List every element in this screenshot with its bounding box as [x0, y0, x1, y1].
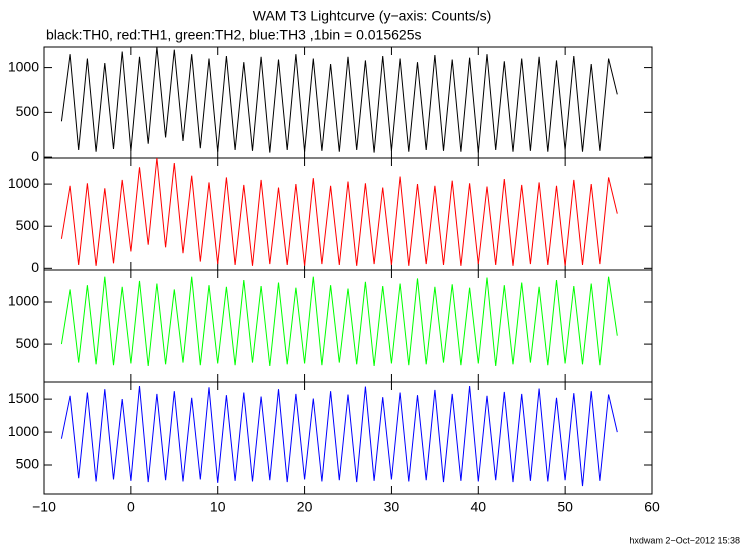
y-tick-label: 1000	[8, 58, 39, 74]
y-tick-label: 1000	[8, 423, 39, 439]
y-tick-label: 0	[31, 259, 39, 275]
x-tick-label: −10	[32, 499, 56, 515]
y-tick-label: 500	[16, 217, 40, 233]
y-tick-label: 500	[16, 335, 40, 351]
x-tick-label: 30	[384, 499, 400, 515]
x-tick-label: 0	[127, 499, 135, 515]
y-tick-label: 1000	[8, 175, 39, 191]
chart-subtitle: black:TH0, red:TH1, green:TH2, blue:TH3 …	[46, 27, 421, 43]
x-tick-label: 40	[470, 499, 486, 515]
lightcurve	[60, 276, 618, 367]
lightcurve	[60, 157, 618, 266]
x-tick-label: 60	[644, 499, 660, 515]
y-tick-label: 0	[31, 148, 39, 164]
lightcurve	[60, 46, 618, 153]
chart-title: WAM T3 Lightcurve (y−axis: Counts/s)	[253, 8, 491, 24]
lightcurve	[60, 385, 618, 487]
x-tick-label: 20	[297, 499, 313, 515]
y-tick-label: 500	[16, 456, 40, 472]
y-tick-label: 1500	[8, 390, 39, 406]
y-tick-label: 500	[16, 103, 40, 119]
x-tick-label: 10	[210, 499, 226, 515]
x-tick-label: 50	[557, 499, 573, 515]
footer: hxdwam 2−Oct−2012 15:38	[629, 535, 740, 545]
panel-frame	[43, 381, 653, 495]
y-tick-label: 1000	[8, 293, 39, 309]
